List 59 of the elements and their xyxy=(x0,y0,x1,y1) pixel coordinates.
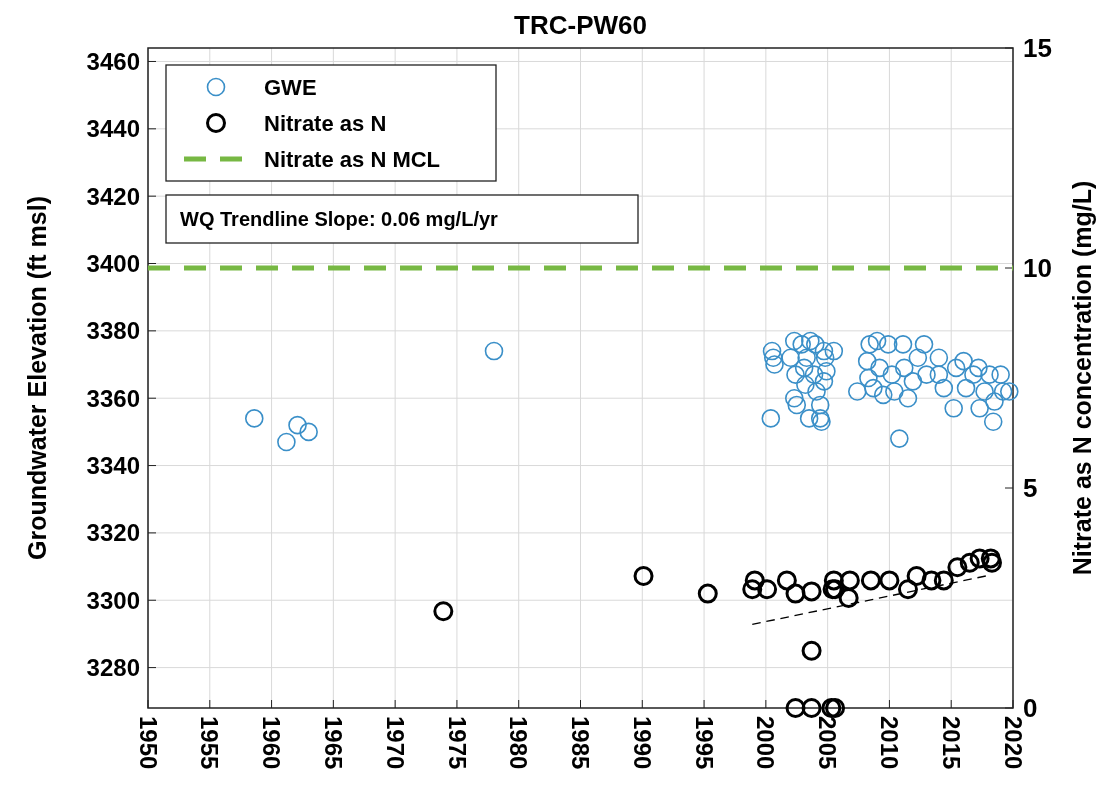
x-tick-label: 1985 xyxy=(567,716,595,770)
y-axis-title: Groundwater Elevation (ft msl) xyxy=(23,196,51,560)
y-tick-label: 3280 xyxy=(86,653,140,681)
point xyxy=(879,570,900,591)
y-tick-label: 3420 xyxy=(86,182,140,210)
point xyxy=(860,570,881,591)
x-tick-label: 1965 xyxy=(319,716,347,770)
point xyxy=(921,570,942,591)
x-tick-label: 1995 xyxy=(690,716,718,770)
y2-tick-label: 5 xyxy=(1023,473,1038,504)
y2-axis-title: Nitrate as N concentration (mg/L) xyxy=(1068,180,1096,576)
x-tick-label: 1980 xyxy=(505,716,533,770)
annotation: WQ Trendline Slope: 0.06 mg/L/yr xyxy=(180,208,499,230)
y2-tick-label: 10 xyxy=(1023,253,1052,284)
y-tick-label: 3380 xyxy=(86,317,140,345)
point xyxy=(633,566,654,586)
point xyxy=(959,552,980,573)
point xyxy=(969,548,990,569)
point xyxy=(785,583,806,604)
x-tick-label: 1975 xyxy=(443,716,471,770)
y-tick-label: 3440 xyxy=(86,115,140,143)
point xyxy=(947,557,968,578)
x-tick-label: 1950 xyxy=(134,716,162,770)
point xyxy=(785,698,806,718)
y2-tick-label: 15 xyxy=(1023,33,1052,64)
text-box: WQ Trendline Slope: 0.06 mg/L/yr xyxy=(165,194,639,244)
point xyxy=(757,579,778,600)
y-tick-label: 3360 xyxy=(86,384,140,412)
point xyxy=(933,570,954,591)
x-tick-label: 1990 xyxy=(628,716,656,770)
point xyxy=(801,581,822,602)
x-tick-label: 1955 xyxy=(196,716,224,770)
point xyxy=(801,698,822,718)
x-tick-label: 2015 xyxy=(937,716,965,770)
x-tick-label: 1970 xyxy=(381,716,409,770)
legend-label: Nitrate as N MCL xyxy=(264,146,441,172)
point xyxy=(433,601,454,622)
y-tick-label: 3300 xyxy=(86,586,140,614)
legend-label: GWE xyxy=(264,74,317,100)
y-tick-label: 3460 xyxy=(86,47,140,75)
point xyxy=(823,570,844,591)
point xyxy=(776,570,797,591)
point xyxy=(697,583,718,604)
x-tick-label: 2000 xyxy=(752,716,780,770)
y-tick-label: 3320 xyxy=(86,519,140,547)
chart-title: TRC-PW60 xyxy=(514,10,647,40)
point xyxy=(906,566,927,586)
point xyxy=(742,579,763,600)
x-tick-label: 2005 xyxy=(814,716,842,770)
point xyxy=(801,640,822,661)
point xyxy=(897,579,918,600)
x-tick-label: 1960 xyxy=(258,716,286,770)
point xyxy=(744,570,765,591)
y-tick-label: 3400 xyxy=(86,249,140,277)
y-tick-label: 3340 xyxy=(86,451,140,479)
point xyxy=(839,570,860,591)
legend-label: Nitrate as N xyxy=(264,110,387,136)
point xyxy=(838,588,859,608)
x-tick-label: 2010 xyxy=(876,716,904,770)
